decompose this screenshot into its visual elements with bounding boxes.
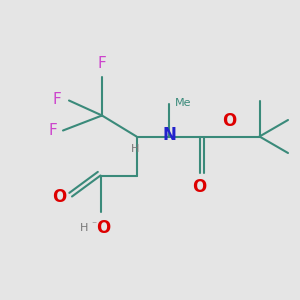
Text: F: F	[98, 56, 106, 70]
Text: H: H	[80, 223, 88, 233]
Text: H: H	[131, 144, 139, 154]
Text: Me: Me	[175, 98, 191, 109]
Text: O: O	[192, 178, 207, 196]
Text: O: O	[52, 188, 66, 206]
Text: F: F	[53, 92, 62, 106]
Text: F: F	[48, 123, 57, 138]
Text: ⁻: ⁻	[92, 220, 97, 230]
Text: N: N	[163, 126, 176, 144]
Text: O: O	[96, 219, 111, 237]
Text: O: O	[222, 112, 237, 130]
